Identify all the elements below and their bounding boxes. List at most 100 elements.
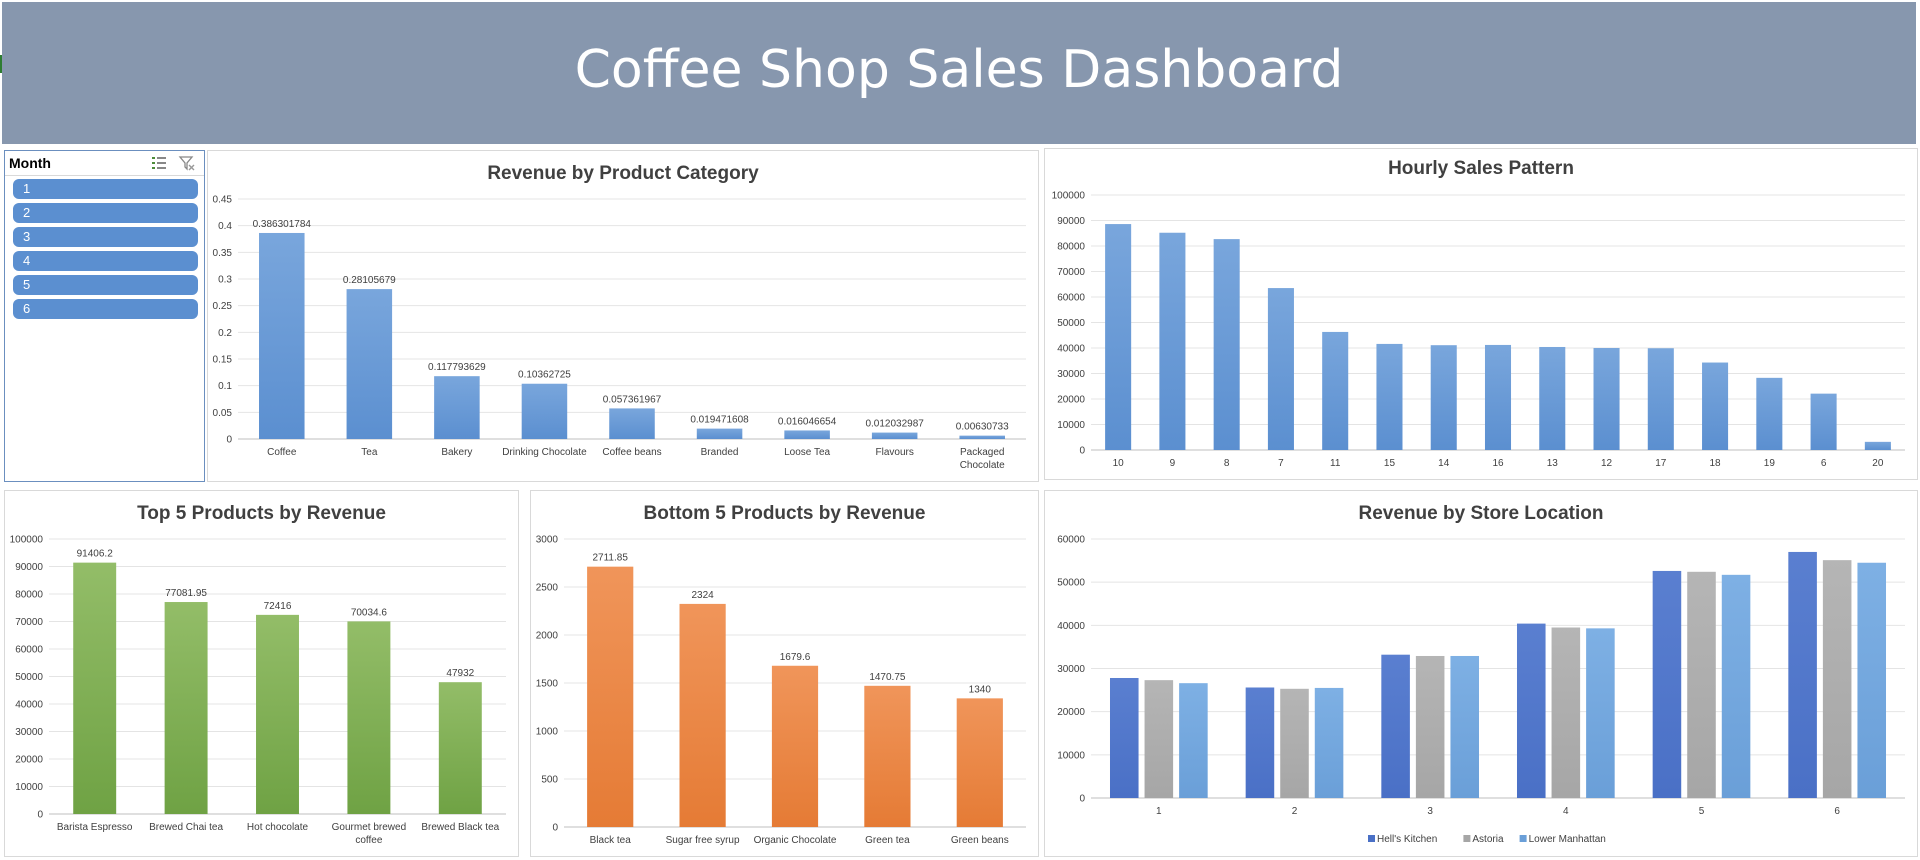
y-tick-label: 10000 bbox=[1057, 750, 1085, 761]
x-category-label: 13 bbox=[1547, 458, 1559, 469]
data-label: 0.10362725 bbox=[518, 370, 571, 381]
bar bbox=[164, 602, 208, 814]
bar bbox=[521, 383, 568, 439]
y-tick-label: 0.25 bbox=[213, 301, 233, 312]
x-category-label: coffee bbox=[355, 835, 382, 846]
y-tick-label: 20000 bbox=[1057, 395, 1085, 406]
y-tick-label: 20000 bbox=[15, 755, 43, 766]
bar bbox=[784, 430, 830, 439]
dashboard-banner: Coffee Shop Sales Dashboard bbox=[2, 2, 1916, 144]
x-category-label: Organic Chocolate bbox=[754, 835, 837, 846]
y-tick-label: 90000 bbox=[15, 562, 43, 573]
data-label: 1470.75 bbox=[869, 672, 906, 683]
y-tick-label: 40000 bbox=[15, 700, 43, 711]
data-label: 0.016046654 bbox=[778, 416, 837, 427]
bar bbox=[1864, 441, 1891, 450]
data-label: 0.019471608 bbox=[690, 415, 749, 426]
slicer-item-6[interactable]: 6 bbox=[13, 299, 198, 319]
bar bbox=[587, 566, 634, 827]
slicer-item-1[interactable]: 1 bbox=[13, 179, 198, 199]
y-tick-label: 0.3 bbox=[218, 275, 232, 286]
data-label: 47932 bbox=[446, 668, 474, 679]
data-label: 70034.6 bbox=[351, 607, 388, 618]
y-tick-label: 70000 bbox=[15, 617, 43, 628]
x-category-label: 9 bbox=[1170, 458, 1176, 469]
y-tick-label: 2500 bbox=[536, 583, 559, 594]
y-tick-label: 20000 bbox=[1057, 707, 1085, 718]
bar bbox=[1516, 623, 1546, 798]
slicer-item-5[interactable]: 5 bbox=[13, 275, 198, 295]
bar bbox=[864, 685, 911, 827]
x-category-label: 12 bbox=[1601, 458, 1613, 469]
x-category-label: Packaged bbox=[960, 447, 1004, 458]
bar bbox=[1109, 677, 1139, 798]
x-category-label: Barista Espresso bbox=[57, 822, 133, 833]
x-category-label: 10 bbox=[1113, 458, 1125, 469]
month-slicer[interactable]: Month 1 2 3 4 5 6 bbox=[4, 150, 205, 482]
y-tick-label: 0.35 bbox=[213, 248, 233, 259]
y-tick-label: 1500 bbox=[536, 679, 559, 690]
x-category-label: 4 bbox=[1563, 806, 1569, 817]
y-tick-label: 3000 bbox=[536, 535, 559, 546]
slicer-item-2[interactable]: 2 bbox=[13, 203, 198, 223]
bar bbox=[1810, 393, 1837, 450]
bar bbox=[1857, 562, 1887, 798]
slicer-item-4[interactable]: 4 bbox=[13, 251, 198, 271]
x-category-label: Green tea bbox=[865, 835, 910, 846]
slicer-item-3[interactable]: 3 bbox=[13, 227, 198, 247]
legend-swatch bbox=[1519, 835, 1527, 842]
bar bbox=[1551, 627, 1581, 798]
bar bbox=[959, 435, 1005, 439]
bar bbox=[256, 614, 299, 814]
bar bbox=[1539, 346, 1566, 450]
bar bbox=[871, 432, 918, 439]
y-tick-label: 0 bbox=[1079, 446, 1085, 457]
bar bbox=[434, 376, 480, 439]
y-tick-label: 50000 bbox=[1057, 318, 1085, 329]
legend-label: Lower Manhattan bbox=[1529, 834, 1606, 845]
bar bbox=[73, 562, 117, 814]
revenue-by-store-svg: Revenue by Store Location 0 10000 20000 3000… bbox=[1057, 503, 1905, 845]
data-label: 1340 bbox=[969, 684, 992, 695]
legend-label: Hell's Kitchen bbox=[1377, 834, 1437, 845]
legend-swatch bbox=[1463, 835, 1471, 842]
revenue-by-category-svg: Revenue by Product Category 0 0.05 0.1 0.15 0… bbox=[213, 163, 1026, 471]
x-category-label: Black tea bbox=[590, 835, 632, 846]
bottom5-products-svg: Bottom 5 Products by Revenue 0 500 1000 1500… bbox=[536, 503, 1026, 846]
x-category-label: 14 bbox=[1438, 458, 1450, 469]
bar bbox=[1687, 571, 1716, 798]
bar bbox=[696, 428, 743, 439]
revenue-by-category-chart: Revenue by Product Category 0 0.05 0.1 0.15 0… bbox=[207, 150, 1039, 482]
y-tick-label: 90000 bbox=[1057, 216, 1085, 227]
x-category-label: Drinking Chocolate bbox=[502, 447, 587, 458]
bar bbox=[1415, 655, 1445, 798]
x-category-label: Coffee beans bbox=[602, 447, 661, 458]
clear-filter-icon[interactable] bbox=[178, 154, 196, 172]
data-label: 91406.2 bbox=[77, 549, 114, 560]
y-tick-label: 0 bbox=[1079, 794, 1085, 805]
multi-select-icon[interactable] bbox=[150, 154, 168, 172]
x-category-label: 19 bbox=[1764, 458, 1776, 469]
chart-title: Revenue by Store Location bbox=[1359, 503, 1604, 524]
x-category-label: 2 bbox=[1292, 806, 1298, 817]
x-category-label: 5 bbox=[1699, 806, 1705, 817]
y-tick-label: 0.45 bbox=[213, 195, 233, 206]
bar bbox=[1647, 348, 1674, 450]
x-category-label: Bakery bbox=[441, 447, 472, 458]
x-category-label: 8 bbox=[1224, 458, 1230, 469]
hourly-sales-svg: Hourly Sales Pattern 0 10000 20000 30000 4000… bbox=[1052, 158, 1905, 469]
x-category-label: Sugar free syrup bbox=[666, 835, 740, 846]
x-category-label: Brewed Chai tea bbox=[149, 822, 223, 833]
chart-title: Hourly Sales Pattern bbox=[1388, 158, 1574, 179]
y-tick-label: 30000 bbox=[1057, 369, 1085, 380]
data-label: 0.386301784 bbox=[253, 219, 312, 230]
data-label: 72416 bbox=[264, 601, 292, 612]
y-tick-label: 10000 bbox=[1057, 420, 1085, 431]
y-tick-label: 50000 bbox=[1057, 578, 1085, 589]
y-tick-label: 0 bbox=[552, 823, 558, 834]
bar bbox=[1245, 687, 1275, 798]
chart-title: Top 5 Products by Revenue bbox=[137, 503, 386, 524]
data-label: 1679.6 bbox=[780, 652, 811, 663]
bar bbox=[1381, 654, 1410, 798]
data-label: 0.057361967 bbox=[603, 394, 662, 405]
